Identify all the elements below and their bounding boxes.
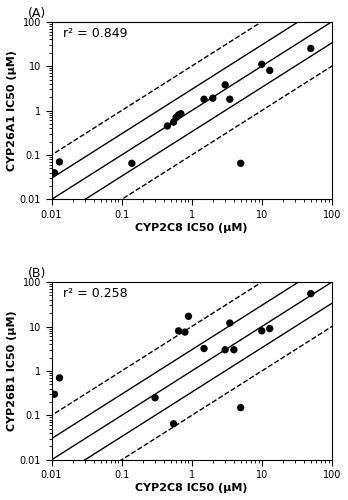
Point bbox=[308, 44, 314, 52]
Point bbox=[308, 290, 314, 298]
Point bbox=[152, 394, 158, 402]
Point bbox=[222, 81, 228, 89]
Point bbox=[52, 168, 57, 176]
Point bbox=[201, 95, 207, 103]
Point bbox=[259, 327, 264, 335]
Point bbox=[222, 346, 228, 354]
Point bbox=[231, 346, 237, 354]
Point bbox=[267, 66, 272, 74]
Y-axis label: CYP26B1 IC50 (μM): CYP26B1 IC50 (μM) bbox=[7, 310, 17, 432]
X-axis label: CYP2C8 IC50 (μM): CYP2C8 IC50 (μM) bbox=[135, 483, 248, 493]
Text: (B): (B) bbox=[27, 268, 46, 280]
Point bbox=[238, 160, 244, 168]
Point bbox=[165, 122, 170, 130]
Point bbox=[57, 158, 62, 166]
Point bbox=[210, 94, 215, 102]
Point bbox=[267, 324, 272, 332]
Point bbox=[173, 114, 179, 122]
Text: r² = 0.258: r² = 0.258 bbox=[63, 288, 127, 300]
Y-axis label: CYP26A1 IC50 (μM): CYP26A1 IC50 (μM) bbox=[7, 50, 17, 171]
Point bbox=[201, 344, 207, 352]
Point bbox=[227, 319, 232, 327]
Text: r² = 0.849: r² = 0.849 bbox=[63, 27, 127, 40]
Point bbox=[227, 95, 232, 103]
Point bbox=[259, 60, 264, 68]
Point bbox=[52, 390, 57, 398]
Point bbox=[57, 374, 62, 382]
Point bbox=[182, 328, 188, 336]
Point bbox=[171, 420, 176, 428]
X-axis label: CYP2C8 IC50 (μM): CYP2C8 IC50 (μM) bbox=[135, 222, 248, 232]
Point bbox=[186, 312, 191, 320]
Point bbox=[171, 118, 176, 126]
Point bbox=[129, 160, 135, 168]
Text: (A): (A) bbox=[27, 7, 46, 20]
Point bbox=[176, 111, 181, 119]
Point bbox=[178, 110, 184, 118]
Point bbox=[176, 327, 181, 335]
Point bbox=[238, 404, 244, 411]
